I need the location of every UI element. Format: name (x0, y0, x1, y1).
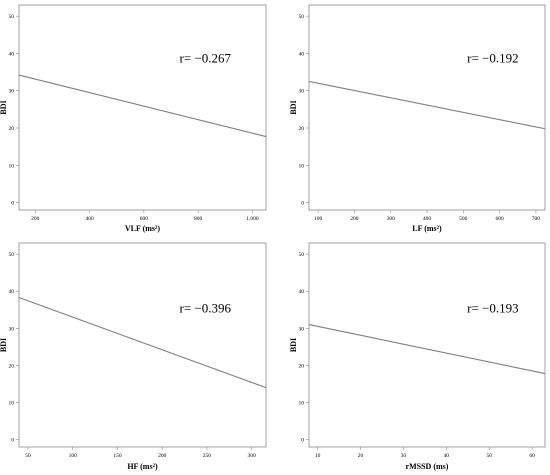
y-tick-label-hf-10: 10 (9, 400, 15, 406)
x-axis-label-rmssd: rMSSD (ms) (406, 462, 449, 471)
y-tick-label-rmssd-40: 40 (299, 289, 305, 295)
y-tick-label-hf-20: 20 (9, 363, 15, 369)
x-tick-label-hf-300: 300 (248, 453, 257, 459)
x-axis-label-hf: HF (ms²) (127, 462, 158, 471)
y-tick-label-rmssd-10: 10 (299, 400, 305, 406)
y-tick-label-rmssd-50: 50 (299, 252, 305, 258)
y-axis-label-rmssd: BDI (289, 338, 298, 352)
regression-line-lf (308, 80, 546, 130)
y-tick-label-vlf-50: 50 (9, 14, 15, 20)
y-tick-label-rmssd-30: 30 (299, 326, 305, 332)
x-tick-label-lf-600: 600 (495, 216, 504, 222)
x-tick-label-rmssd-20: 20 (358, 453, 364, 459)
correlation-annotation-hf: r= −0.396 (180, 300, 232, 315)
y-tick-label-rmssd-20: 20 (299, 363, 305, 369)
y-tick-label-rmssd-0: 0 (301, 438, 304, 444)
x-tick-label-rmssd-10: 10 (315, 453, 321, 459)
y-axis-label-hf: BDI (0, 338, 8, 352)
y-tick-label-hf-0: 0 (11, 438, 14, 444)
x-tick-label-vlf-400: 400 (85, 216, 94, 222)
x-tick-label-lf-400: 400 (423, 216, 432, 222)
x-axis-label-lf: LF (ms²) (412, 224, 442, 233)
x-tick-label-hf-250: 250 (203, 453, 212, 459)
panel-vlf: 0 10 20 30 40 50 200 400 600 800 1,000 BDI VLF (ms²)… (0, 4, 267, 233)
y-tick-label-hf-40: 40 (9, 289, 15, 295)
correlation-annotation-lf: r= −0.192 (467, 50, 519, 65)
panel-hf: 0 10 20 30 40 50 50 100 150 200 250 300 BDI HF (ms²) r… (0, 242, 267, 471)
x-tick-label-hf-200: 200 (158, 453, 167, 459)
y-tick-label-vlf-0: 0 (11, 201, 14, 207)
y-tick-label-vlf-40: 40 (9, 51, 15, 57)
correlation-annotation-vlf: r= −0.267 (180, 50, 232, 65)
plot-frame-lf (308, 4, 546, 211)
x-tick-label-lf-200: 200 (350, 216, 359, 222)
plot-frame-rmssd (308, 242, 546, 448)
regression-line-rmssd (308, 324, 546, 375)
y-tick-label-lf-10: 10 (299, 163, 305, 169)
x-tick-label-vlf-800: 800 (194, 216, 203, 222)
y-tick-label-vlf-10: 10 (9, 163, 15, 169)
x-tick-label-rmssd-40: 40 (444, 453, 450, 459)
y-tick-label-lf-40: 40 (299, 51, 305, 57)
x-tick-label-lf-300: 300 (387, 216, 396, 222)
x-tick-label-rmssd-50: 50 (486, 453, 492, 459)
plot-frame-vlf (18, 4, 267, 211)
x-axis-label-vlf: VLF (ms²) (125, 224, 161, 233)
y-tick-label-lf-30: 30 (299, 89, 305, 95)
y-tick-label-hf-50: 50 (9, 252, 15, 258)
y-axis-label-lf: BDI (289, 100, 298, 114)
y-tick-label-lf-0: 0 (301, 201, 304, 207)
y-tick-label-lf-50: 50 (299, 14, 305, 20)
y-tick-label-vlf-30: 30 (9, 89, 15, 95)
y-tick-label-vlf-20: 20 (9, 126, 15, 132)
x-tick-label-lf-700: 700 (532, 216, 541, 222)
panel-lf: 0 10 20 30 40 50 100 200 300 400 500 600 700 BDI LF (m… (289, 4, 546, 233)
x-tick-label-lf-100: 100 (314, 216, 323, 222)
correlation-annotation-rmssd: r= −0.193 (467, 300, 519, 315)
y-tick-label-lf-20: 20 (299, 126, 305, 132)
x-tick-label-rmssd-30: 30 (401, 453, 407, 459)
regression-line-hf (18, 297, 267, 389)
x-tick-label-rmssd-60: 60 (529, 453, 535, 459)
plot-frame-hf (18, 242, 267, 448)
x-tick-label-vlf-1000: 1,000 (246, 216, 259, 222)
x-tick-label-lf-500: 500 (459, 216, 468, 222)
x-tick-label-hf-100: 100 (69, 453, 78, 459)
regression-line-vlf (18, 74, 267, 138)
y-axis-label-vlf: BDI (0, 100, 8, 114)
x-tick-label-hf-150: 150 (113, 453, 122, 459)
x-tick-label-vlf-200: 200 (31, 216, 40, 222)
panel-rmssd: 0 10 20 30 40 50 10 20 30 40 50 60 BDI rMSSD (ms) r= −… (289, 242, 546, 471)
x-tick-label-hf-50: 50 (25, 453, 31, 459)
x-tick-label-vlf-600: 600 (140, 216, 149, 222)
y-tick-label-hf-30: 30 (9, 326, 15, 332)
